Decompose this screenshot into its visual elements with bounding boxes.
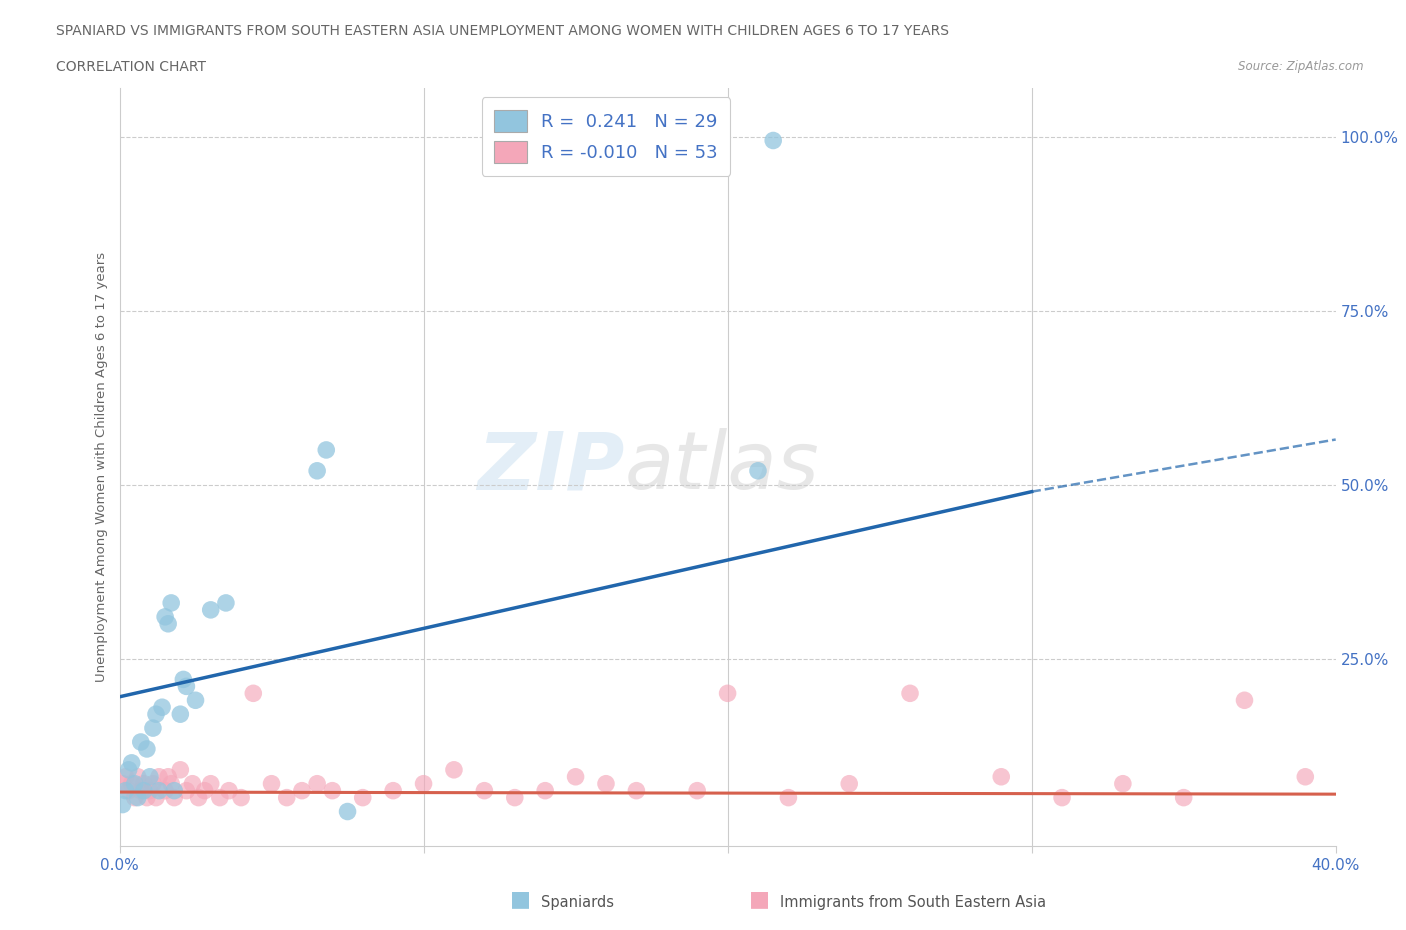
Text: Immigrants from South Eastern Asia: Immigrants from South Eastern Asia	[780, 895, 1046, 910]
Point	[129, 735, 152, 750]
Point	[321, 783, 343, 798]
Point	[412, 777, 434, 791]
Point	[990, 769, 1012, 784]
Point	[111, 777, 134, 791]
Point	[838, 777, 860, 791]
Point	[172, 672, 194, 687]
Point	[145, 707, 167, 722]
Point	[114, 783, 136, 798]
Point	[194, 783, 217, 798]
Point	[150, 699, 173, 714]
Point	[181, 777, 204, 791]
Point	[142, 777, 165, 791]
Point	[153, 609, 176, 624]
Point	[260, 777, 283, 791]
Point	[184, 693, 207, 708]
Point	[169, 707, 191, 722]
Point	[762, 133, 785, 148]
Point	[534, 783, 557, 798]
Point	[472, 783, 496, 798]
Point	[231, 790, 253, 805]
Point	[242, 686, 264, 701]
Point	[382, 783, 405, 798]
Point	[307, 463, 329, 478]
Point	[127, 769, 149, 784]
Point	[747, 463, 769, 478]
Point	[564, 769, 586, 784]
Point	[176, 679, 198, 694]
Point	[142, 721, 165, 736]
Legend: R =  0.241   N = 29, R = -0.010   N = 53: R = 0.241 N = 29, R = -0.010 N = 53	[482, 98, 730, 176]
Point	[160, 777, 183, 791]
Point	[1233, 693, 1256, 708]
Point	[315, 443, 337, 458]
Point	[717, 686, 740, 701]
Point	[686, 783, 709, 798]
Point	[176, 783, 198, 798]
Point	[291, 783, 314, 798]
Point	[1294, 769, 1316, 784]
Point	[127, 790, 149, 805]
Point	[132, 777, 155, 791]
Text: ZIP: ZIP	[477, 429, 624, 506]
Point	[114, 769, 136, 784]
Point	[135, 741, 157, 756]
Point	[169, 763, 191, 777]
Point	[443, 763, 465, 777]
Point	[503, 790, 526, 805]
Point	[157, 769, 180, 784]
Text: atlas: atlas	[624, 429, 818, 506]
Y-axis label: Unemployment Among Women with Children Ages 6 to 17 years: Unemployment Among Women with Children A…	[96, 252, 108, 683]
Point	[898, 686, 921, 701]
Point	[336, 804, 359, 819]
Point	[111, 797, 134, 812]
Point	[1173, 790, 1195, 805]
Point	[218, 783, 240, 798]
Point	[778, 790, 800, 805]
Point	[139, 769, 162, 784]
Point	[276, 790, 298, 805]
Point	[129, 783, 152, 798]
Point	[124, 790, 146, 805]
Point	[145, 790, 167, 805]
Point	[121, 755, 143, 770]
Point	[307, 777, 329, 791]
Point	[352, 790, 374, 805]
Point	[124, 777, 146, 791]
Text: CORRELATION CHART: CORRELATION CHART	[56, 60, 207, 74]
Text: ■: ■	[510, 889, 530, 910]
Point	[121, 777, 143, 791]
Text: Spaniards: Spaniards	[541, 895, 614, 910]
Point	[163, 790, 186, 805]
Text: SPANIARD VS IMMIGRANTS FROM SOUTH EASTERN ASIA UNEMPLOYMENT AMONG WOMEN WITH CHI: SPANIARD VS IMMIGRANTS FROM SOUTH EASTER…	[56, 24, 949, 38]
Text: ■: ■	[749, 889, 769, 910]
Point	[626, 783, 648, 798]
Point	[595, 777, 617, 791]
Point	[157, 617, 180, 631]
Point	[1050, 790, 1073, 805]
Point	[148, 769, 170, 784]
Text: Source: ZipAtlas.com: Source: ZipAtlas.com	[1239, 60, 1364, 73]
Point	[139, 783, 162, 798]
Point	[153, 783, 176, 798]
Point	[117, 783, 139, 798]
Point	[163, 783, 186, 798]
Point	[208, 790, 231, 805]
Point	[1112, 777, 1135, 791]
Point	[200, 777, 222, 791]
Point	[117, 763, 139, 777]
Point	[160, 595, 183, 610]
Point	[187, 790, 209, 805]
Point	[215, 595, 238, 610]
Point	[148, 783, 170, 798]
Point	[200, 603, 222, 618]
Point	[132, 783, 155, 798]
Point	[135, 790, 157, 805]
